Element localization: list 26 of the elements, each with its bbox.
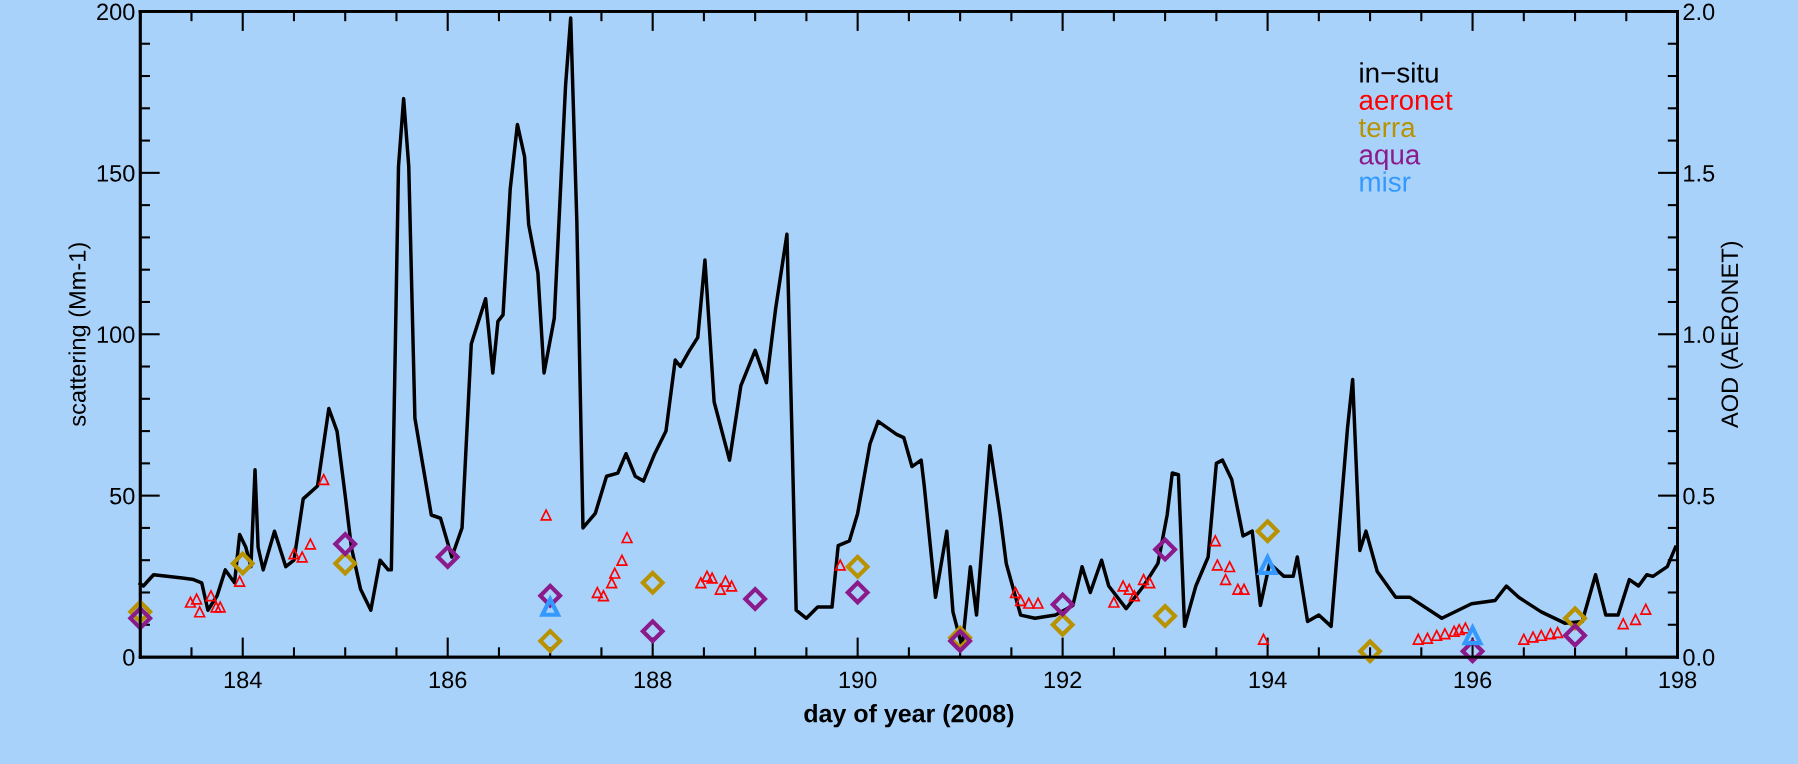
x-tick-label: 194: [1249, 671, 1287, 689]
y2-tick-label: 0.0: [1683, 649, 1715, 666]
y2-tick-label: 2.0: [1683, 3, 1715, 21]
y-tick-label: 200: [97, 3, 135, 21]
y-tick-label: 50: [110, 487, 135, 505]
text: in−situ: [1360, 62, 1438, 83]
y-tick-label: 150: [97, 164, 135, 182]
x-tick-label: 188: [634, 671, 672, 689]
y2-tick-label: 1.0: [1684, 326, 1715, 344]
x-axis-title: day of year (2008): [804, 704, 1014, 728]
y2-tick-label: 1.5: [1684, 165, 1715, 182]
y-tick-label: 0: [123, 649, 135, 666]
y2-axis-title: AOD (AERONET): [1720, 241, 1743, 428]
x-tick-label: 190: [839, 671, 877, 689]
y2-tick-label: 0.5: [1683, 487, 1715, 505]
text: terra: [1358, 119, 1416, 138]
x-tick-label: 184: [224, 671, 262, 689]
x-tick-label: 196: [1454, 671, 1492, 689]
x-tick-label: 186: [429, 671, 467, 689]
text: aqua: [1359, 149, 1421, 171]
y-axis-title: scattering (Mm-1): [68, 243, 91, 427]
text: misr: [1360, 171, 1411, 192]
x-tick-label: 192: [1044, 671, 1082, 689]
y-tick-label: 100: [97, 326, 135, 344]
x-tick-label: 198: [1659, 671, 1697, 689]
text: aeronet: [1359, 91, 1453, 110]
